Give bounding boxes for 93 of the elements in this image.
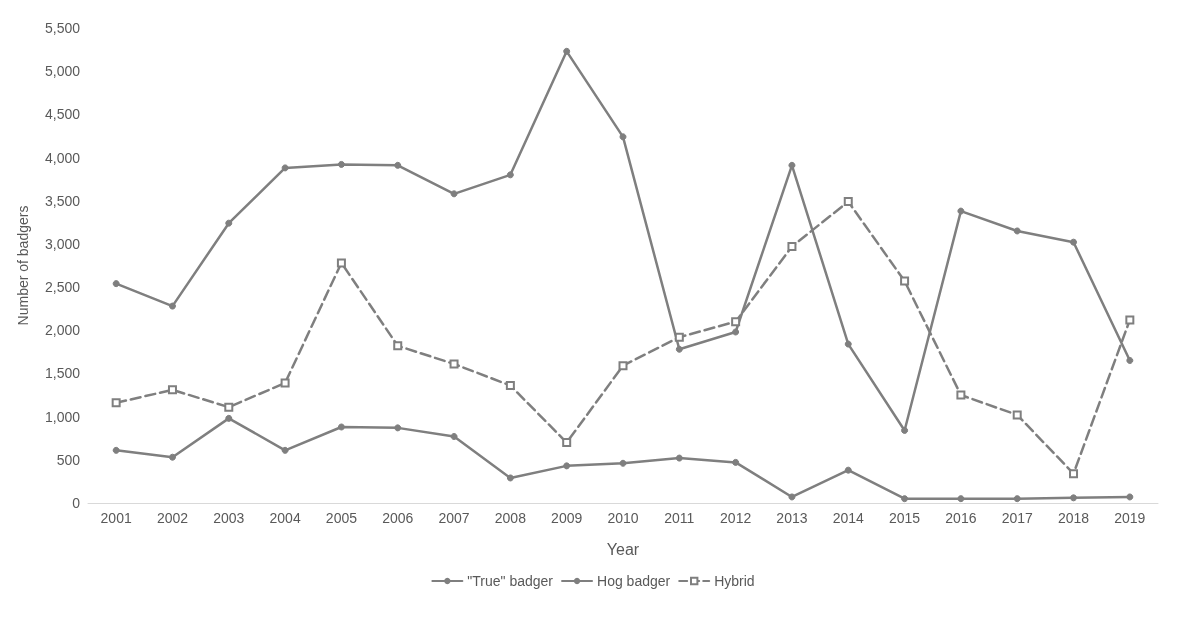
point [506, 171, 514, 179]
point [168, 302, 176, 310]
point [732, 458, 740, 466]
point [111, 398, 121, 408]
x-tick-label: 2001 [100, 510, 132, 526]
point [281, 164, 289, 172]
point [449, 359, 459, 369]
point [1070, 494, 1078, 502]
y-tick-label: 3,500 [44, 192, 81, 209]
y-tick-label: 2,500 [44, 279, 81, 296]
point [732, 328, 740, 336]
point [675, 345, 683, 353]
point [1012, 410, 1022, 420]
x-tick-label: 2004 [269, 510, 301, 526]
point [675, 454, 683, 462]
point [901, 495, 909, 503]
point [844, 340, 852, 348]
y-tick-label: 5,500 [44, 20, 81, 36]
x-tick-label: 2002 [156, 510, 189, 526]
x-tick-label: 2007 [438, 510, 470, 526]
point [337, 160, 345, 168]
x-tick-label: 2013 [776, 510, 808, 526]
point [619, 459, 627, 467]
x-tick-label: 2016 [945, 510, 977, 526]
x-tick-label: 2006 [382, 510, 414, 526]
y-axis-title: Number of badgers [15, 205, 31, 326]
legend-label: "True" badger [467, 573, 554, 589]
x-tick-label: 2009 [551, 510, 583, 526]
point [168, 453, 176, 461]
x-tick-label: 2019 [1114, 510, 1146, 526]
x-tick-label: 2015 [889, 510, 921, 526]
point [618, 361, 628, 371]
x-tick-label: 2005 [325, 510, 358, 526]
x-tick-label: 2008 [494, 510, 527, 526]
point [506, 474, 514, 482]
x-tick-label: 2010 [607, 510, 639, 526]
y-tick-label: 1,000 [44, 408, 81, 425]
point [225, 414, 233, 422]
point [619, 133, 627, 141]
y-tick-label: 3,000 [44, 235, 81, 252]
point [167, 385, 177, 395]
point [731, 317, 741, 327]
x-tick-label: 2018 [1057, 510, 1090, 526]
point [281, 446, 289, 454]
point [674, 332, 684, 342]
point [1125, 315, 1135, 325]
point [563, 462, 571, 470]
point [1069, 469, 1079, 479]
y-tick-label: 500 [56, 451, 81, 468]
point [394, 161, 402, 169]
point [900, 276, 910, 286]
point [844, 466, 852, 474]
point [112, 446, 120, 454]
x-axis-title: Year [606, 540, 640, 558]
point [336, 258, 346, 268]
y-tick-label: 4,500 [44, 106, 81, 123]
x-tick-label: 2014 [832, 510, 865, 526]
point [1126, 357, 1134, 364]
point [787, 242, 797, 251]
point [450, 190, 458, 198]
y-tick-label: 5,000 [44, 63, 81, 80]
point [225, 219, 233, 227]
x-tick-label: 2012 [720, 510, 752, 526]
point [788, 161, 796, 169]
point [450, 433, 458, 440]
point [957, 495, 965, 503]
legend-label: Hog badger [597, 573, 671, 589]
point [563, 47, 571, 55]
point [394, 424, 402, 432]
point [280, 378, 290, 388]
point [901, 426, 909, 434]
x-tick-label: 2003 [213, 510, 245, 526]
point [112, 280, 120, 288]
point [1126, 493, 1134, 501]
point [843, 197, 853, 207]
point [393, 341, 403, 351]
point [1070, 238, 1078, 246]
point [957, 207, 965, 215]
x-tick-label: 2017 [1001, 510, 1033, 526]
x-tick-label: 2011 [664, 510, 695, 526]
point [1013, 227, 1021, 235]
point [505, 381, 515, 391]
y-tick-label: 2,000 [44, 322, 81, 339]
point [337, 423, 345, 431]
y-tick-label: 4,000 [44, 149, 81, 166]
point [788, 493, 796, 501]
point [956, 390, 966, 400]
point [224, 402, 234, 412]
y-tick-label: 0 [72, 495, 81, 511]
point [562, 438, 572, 448]
point [1013, 495, 1021, 503]
legend-label: Hybrid [714, 573, 755, 589]
y-tick-label: 1,500 [44, 365, 81, 382]
